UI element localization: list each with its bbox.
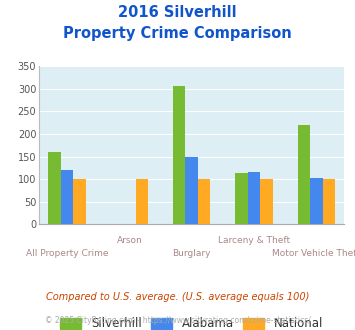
Legend: Silverhill, Alabama, National: Silverhill, Alabama, National xyxy=(55,313,328,330)
Bar xyxy=(260,179,273,224)
Bar xyxy=(48,152,61,224)
Text: Motor Vehicle Theft: Motor Vehicle Theft xyxy=(272,249,355,258)
Bar xyxy=(198,179,211,224)
Bar xyxy=(323,179,335,224)
Text: All Property Crime: All Property Crime xyxy=(26,249,108,258)
Bar xyxy=(73,179,86,224)
Bar xyxy=(248,172,260,224)
Bar xyxy=(136,179,148,224)
Text: Burglary: Burglary xyxy=(173,249,211,258)
Bar xyxy=(173,86,185,224)
Bar xyxy=(61,170,73,224)
Text: 2016 Silverhill: 2016 Silverhill xyxy=(118,5,237,20)
Text: Property Crime Comparison: Property Crime Comparison xyxy=(63,26,292,41)
Text: Compared to U.S. average. (U.S. average equals 100): Compared to U.S. average. (U.S. average … xyxy=(46,292,309,302)
Text: Arson: Arson xyxy=(116,236,142,245)
Bar xyxy=(235,173,248,224)
Text: Larceny & Theft: Larceny & Theft xyxy=(218,236,290,245)
Bar xyxy=(185,156,198,224)
Bar xyxy=(310,178,323,224)
Bar xyxy=(297,125,310,224)
Text: © 2025 CityRating.com - https://www.cityrating.com/crime-statistics/: © 2025 CityRating.com - https://www.city… xyxy=(45,316,310,325)
